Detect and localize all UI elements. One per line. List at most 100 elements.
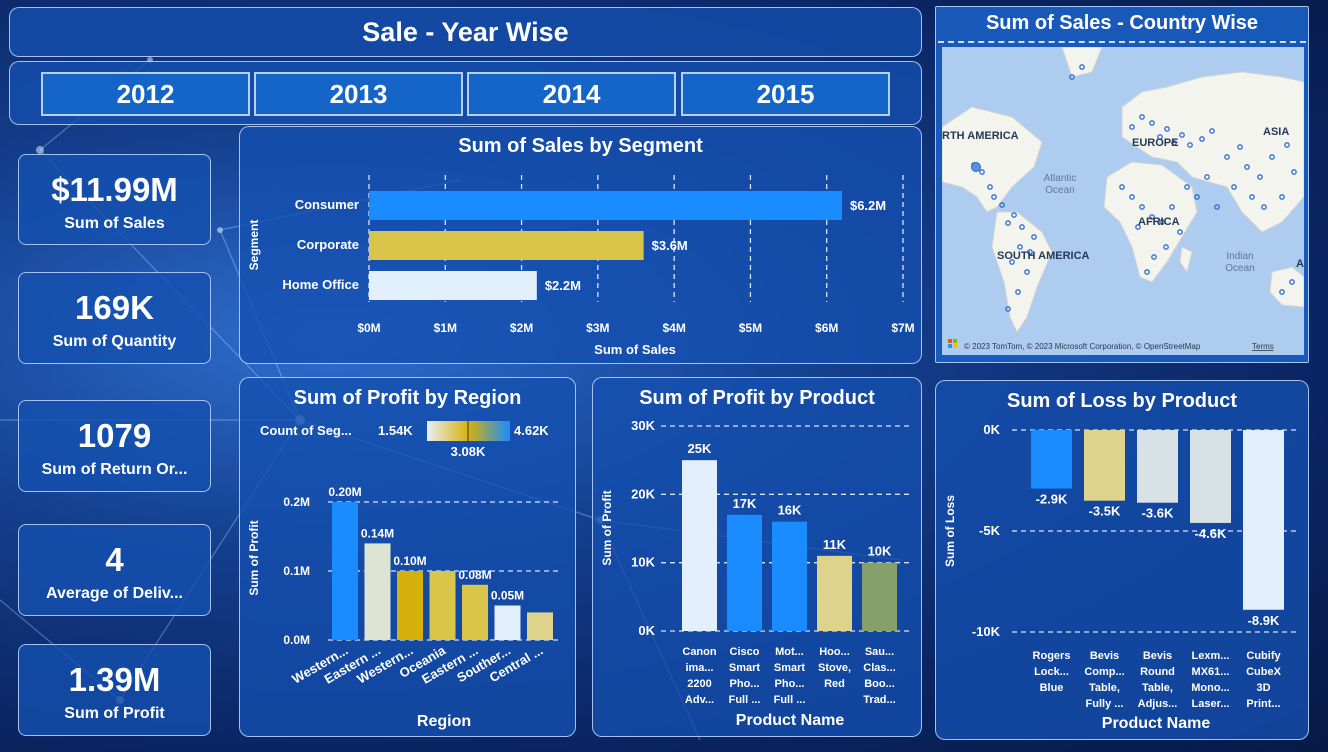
map-dot[interactable] — [971, 162, 981, 172]
category-label: Rogers — [1033, 650, 1071, 662]
chart-title: Sum of Sales by Segment — [458, 135, 703, 157]
map-dot[interactable] — [1284, 142, 1290, 148]
category-label: MX61... — [1192, 666, 1230, 678]
map-dot[interactable] — [1187, 142, 1193, 148]
map-dot[interactable] — [1177, 229, 1183, 235]
map-dot[interactable] — [1015, 289, 1021, 295]
y-tick-label: 10K — [631, 555, 655, 570]
y-axis-title: Sum of Profit — [600, 490, 614, 565]
category-label: Fully ... — [1086, 698, 1124, 710]
year-button-2015[interactable]: 2015 — [681, 72, 890, 116]
data-label: -3.6K — [1142, 506, 1174, 521]
category-label: CubeX — [1246, 666, 1282, 678]
year-button-2013[interactable]: 2013 — [254, 72, 463, 116]
map-dot[interactable] — [1214, 204, 1220, 210]
map-dot[interactable] — [1129, 124, 1135, 130]
category-label: 3D — [1256, 682, 1270, 694]
category-label: Adjus... — [1138, 698, 1178, 710]
year-button-2014[interactable]: 2014 — [467, 72, 676, 116]
kpi-value: 1.39M — [68, 661, 161, 698]
map-dot[interactable] — [1261, 204, 1267, 210]
y-tick-label: -10K — [972, 624, 1001, 639]
map-dot[interactable] — [1069, 74, 1075, 80]
map-dot[interactable] — [1009, 259, 1015, 265]
bar — [332, 502, 358, 640]
map-dot[interactable] — [1119, 184, 1125, 190]
data-label: 17K — [733, 496, 757, 511]
map-dot[interactable] — [1257, 174, 1263, 180]
map-dot[interactable] — [1169, 204, 1175, 210]
map-dot[interactable] — [1171, 140, 1177, 146]
category-label: Smart — [774, 662, 806, 674]
map-dot[interactable] — [991, 194, 997, 200]
map-dot[interactable] — [1244, 164, 1250, 170]
map-dot[interactable] — [1279, 194, 1285, 200]
map-dot[interactable] — [1031, 234, 1037, 240]
category-label: Mono... — [1191, 682, 1230, 694]
category-label: Blue — [1040, 682, 1064, 694]
map-dot[interactable] — [1279, 289, 1285, 295]
map-dot[interactable] — [1005, 220, 1011, 226]
category-label: Home Office — [282, 277, 359, 292]
y-tick-label: 0K — [983, 422, 1000, 437]
map-dot[interactable] — [1144, 269, 1150, 275]
map-dot[interactable] — [1079, 64, 1085, 70]
map-dot[interactable] — [1179, 132, 1185, 138]
map-dot[interactable] — [1289, 279, 1295, 285]
map-dot[interactable] — [1135, 224, 1141, 230]
map-dot[interactable] — [1164, 126, 1170, 132]
map-dot[interactable] — [1129, 194, 1135, 200]
category-label: Smart — [729, 662, 761, 674]
page-title: Sale - Year Wise — [362, 17, 569, 47]
map-dot[interactable] — [999, 202, 1005, 208]
map-dot[interactable] — [1184, 184, 1190, 190]
bar — [772, 521, 807, 631]
map-dot[interactable] — [1027, 249, 1033, 255]
map-dot[interactable] — [1237, 144, 1243, 150]
segment-chart-panel: Sum of Sales by Segment Segment Sum of S… — [239, 126, 922, 364]
category-label: Cisco — [730, 646, 760, 658]
map-dot[interactable] — [1204, 174, 1210, 180]
map-dot[interactable] — [1224, 154, 1230, 160]
map-dot[interactable] — [1249, 194, 1255, 200]
map-dot[interactable] — [1157, 134, 1163, 140]
map-dot[interactable] — [1149, 214, 1155, 220]
map-dot[interactable] — [1194, 194, 1200, 200]
kpi-sum-of-sales: $11.99M Sum of Sales — [18, 154, 211, 245]
map-dot[interactable] — [1017, 244, 1023, 250]
map-label-indian: Indian — [1226, 251, 1253, 262]
y-tick-label: -5K — [979, 523, 1001, 538]
bar — [369, 231, 644, 260]
data-label: -2.9K — [1036, 492, 1068, 507]
map-dot[interactable] — [987, 184, 993, 190]
map-dot[interactable] — [1269, 154, 1275, 160]
map-dot[interactable] — [1011, 212, 1017, 218]
data-label: 0.20M — [328, 485, 361, 499]
world-map[interactable]: RTH AMERICA EUROPE ASIA AFRICA SOUTH AME… — [942, 47, 1304, 355]
map-terms-link[interactable]: Terms — [1252, 342, 1274, 351]
x-tick-label: $5M — [739, 321, 762, 335]
map-dot[interactable] — [1231, 184, 1237, 190]
bar — [1243, 430, 1284, 610]
kpi-value: $11.99M — [51, 171, 178, 208]
map-dot[interactable] — [1139, 114, 1145, 120]
map-dot[interactable] — [1024, 269, 1030, 275]
map-dot[interactable] — [1149, 120, 1155, 126]
map-dot[interactable] — [1163, 244, 1169, 250]
x-tick-label: $7M — [891, 321, 914, 335]
map-dot[interactable] — [1199, 136, 1205, 142]
category-label: Pho... — [730, 678, 760, 690]
map-dot[interactable] — [1291, 169, 1297, 175]
map-dot[interactable] — [1019, 224, 1025, 230]
map-dot[interactable] — [1151, 254, 1157, 260]
map-dot[interactable] — [979, 169, 985, 175]
category-label: Mot... — [775, 646, 804, 658]
year-button-2012[interactable]: 2012 — [41, 72, 250, 116]
map-dot[interactable] — [1005, 306, 1011, 312]
map-dot[interactable] — [1159, 219, 1165, 225]
category-label: Round — [1140, 666, 1175, 678]
x-axis-title: Product Name — [736, 712, 845, 729]
map-dot[interactable] — [1139, 204, 1145, 210]
map-dot[interactable] — [1209, 128, 1215, 134]
kpi-label: Sum of Quantity — [52, 333, 177, 350]
